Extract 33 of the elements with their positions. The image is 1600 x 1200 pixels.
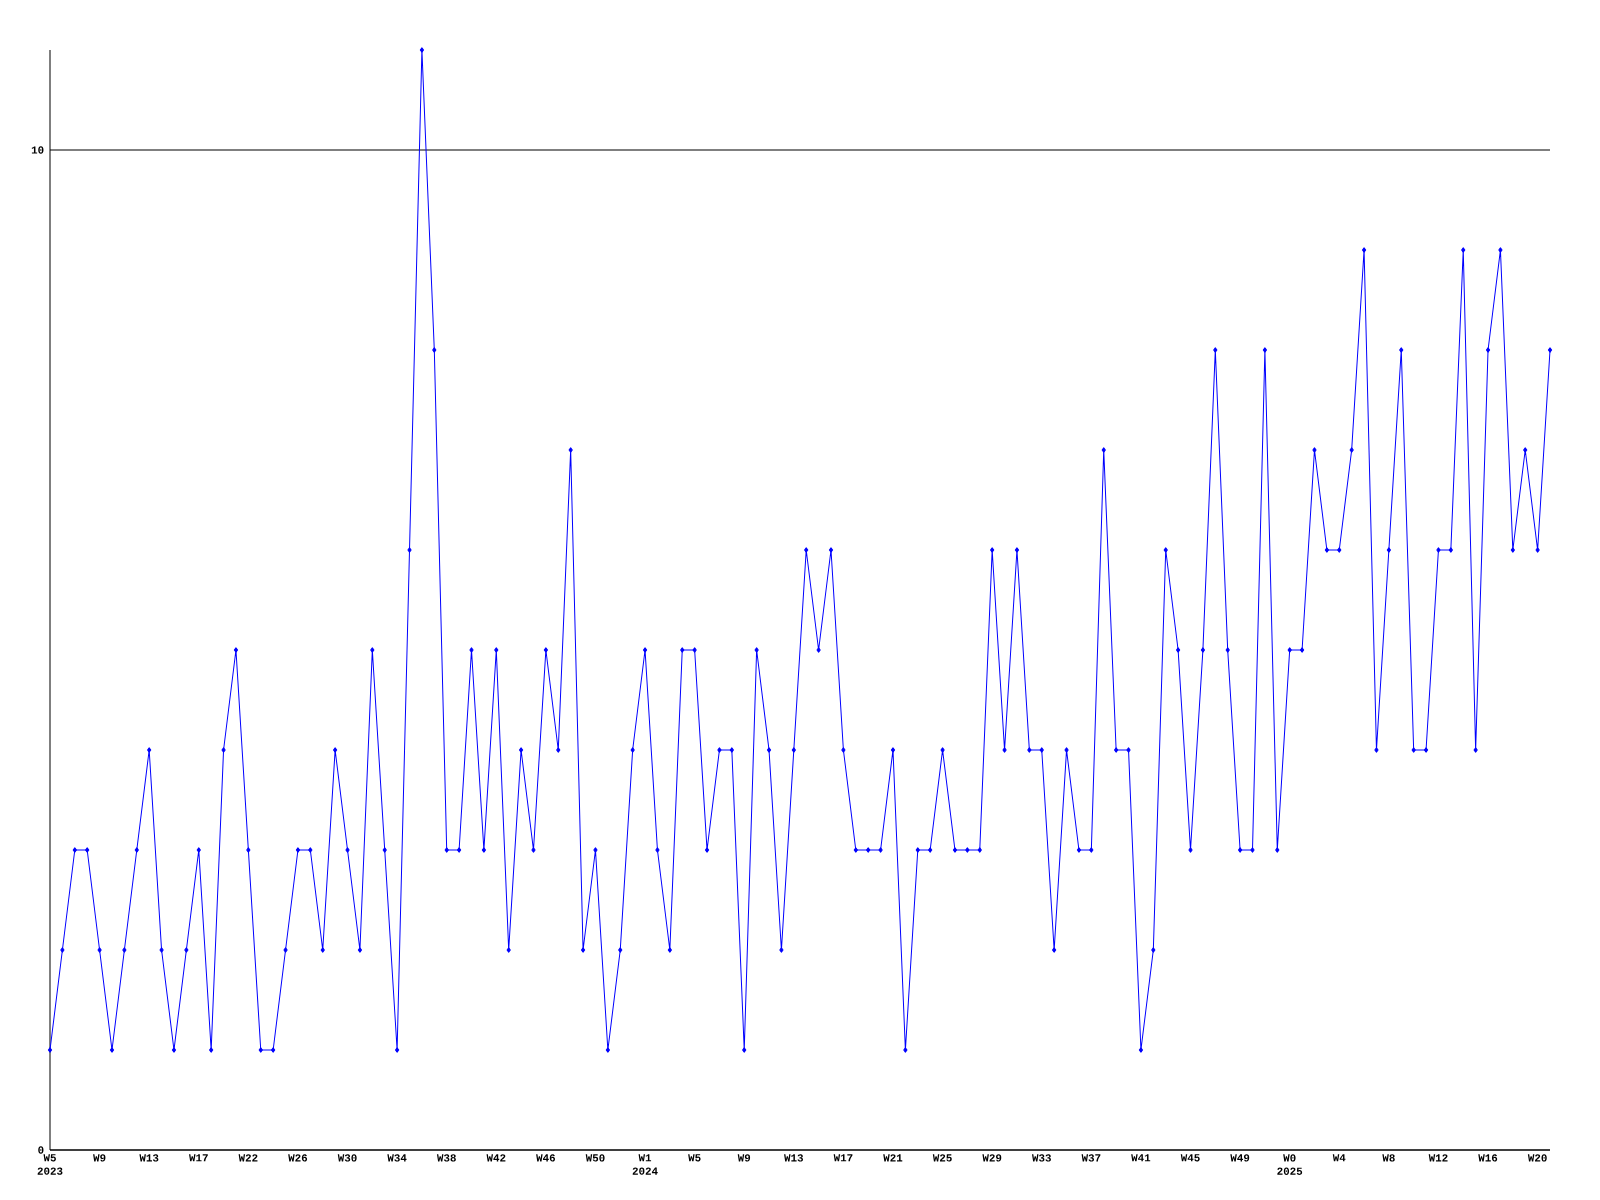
x-tick-label: W50 — [585, 1154, 605, 1162]
x-tick-label: W21 — [883, 1154, 903, 1162]
y-tick-label: 0 — [38, 1146, 44, 1154]
x-tick-label: W29 — [982, 1154, 1002, 1162]
x-tick-label: W4 — [1332, 1154, 1346, 1162]
x-tick-label: W20 — [1527, 1154, 1547, 1162]
x-tick-label: W9 — [93, 1154, 106, 1162]
x-tick-label: W30 — [337, 1154, 357, 1162]
x-tick-label: W13 — [784, 1154, 803, 1162]
x-tick-label: W42 — [486, 1154, 506, 1162]
x-tick-label: W13 — [139, 1154, 159, 1162]
x-tick-label: W17 — [833, 1154, 853, 1162]
x-tick-label: W46 — [536, 1154, 556, 1162]
x-tick-label: W8 — [1382, 1154, 1395, 1162]
x-tick-label: W37 — [1081, 1154, 1101, 1162]
x-tick-label: W1 2024 — [632, 1154, 658, 1175]
x-tick-label: W5 2023 — [37, 1154, 63, 1175]
x-tick-label: W45 — [1180, 1154, 1200, 1162]
x-tick-label: W22 — [238, 1154, 258, 1162]
x-tick-label: W38 — [436, 1154, 456, 1162]
x-tick-label: W26 — [288, 1154, 308, 1162]
x-tick-label: W9 — [737, 1154, 751, 1162]
x-tick-label: W5 — [688, 1154, 701, 1162]
x-tick-label: W12 — [1428, 1154, 1448, 1162]
x-tick-label: W33 — [1032, 1154, 1051, 1162]
y-tick-label: 10 — [31, 146, 44, 154]
x-tick-label: W49 — [1230, 1154, 1250, 1162]
x-tick-label: W16 — [1478, 1154, 1498, 1162]
x-tick-label: W41 — [1131, 1154, 1151, 1162]
x-tick-label: W34 — [387, 1154, 407, 1162]
x-tick-label: W0 2025 — [1277, 1154, 1303, 1175]
x-tick-label: W17 — [189, 1154, 208, 1162]
x-tick-label: W25 — [932, 1154, 952, 1162]
